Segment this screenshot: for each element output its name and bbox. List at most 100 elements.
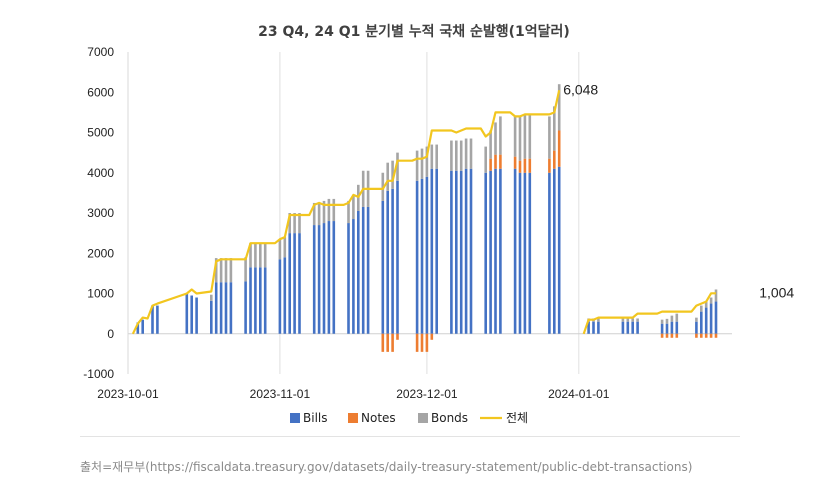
chart-title: 23 Q4, 24 Q1 분기별 누적 국채 순발행(1억달러) [258, 23, 570, 40]
bonds-bar [665, 318, 669, 324]
legend-label: Bonds [431, 411, 468, 425]
bills-bar [700, 311, 703, 334]
bonds-bar [219, 258, 223, 283]
annotation-label: 1,004 [759, 284, 794, 300]
bills-bar [435, 168, 438, 334]
notes-bar [391, 333, 394, 352]
notes-bar [675, 333, 679, 338]
bonds-bar [415, 150, 419, 181]
bills-bar [214, 282, 218, 334]
bonds-bar [484, 146, 487, 173]
bonds-bar [293, 213, 296, 234]
notes-bar [489, 158, 492, 171]
chart-frame: 23 Q4, 24 Q1 분기별 누적 국채 순발행(1억달러) 7000 600… [83, 23, 794, 425]
chart: 23 Q4, 24 Q1 분기별 누적 국채 순발행(1억달러) 7000 600… [83, 23, 794, 425]
bills-bar [352, 219, 355, 334]
bills-bar [469, 168, 473, 334]
y-tick-label: 4000 [87, 166, 114, 180]
bonds-bar [597, 318, 600, 322]
bills-bar [415, 180, 419, 334]
bonds-bar [214, 258, 218, 283]
bills-bar [298, 233, 301, 334]
bonds-bar [396, 152, 399, 181]
bonds-bar [704, 301, 708, 308]
bills-bar [513, 168, 517, 334]
bonds-bar [557, 84, 561, 131]
legend-label: Notes [361, 411, 396, 425]
bonds-bar [499, 116, 502, 155]
x-tick-label: 2023-11-01 [250, 387, 311, 401]
bonds-bar [513, 116, 517, 157]
bills-bar [361, 206, 365, 334]
legend: Bills Notes Bonds 전체 [290, 411, 528, 425]
bills-bar [450, 170, 453, 334]
bills-bar [484, 172, 487, 334]
legend-swatch-notes [348, 413, 358, 423]
bills-bar [553, 168, 556, 334]
notes-bar [553, 150, 556, 169]
notes-bar [714, 333, 718, 338]
x-tick-label: 2023-10-01 [97, 387, 159, 401]
x-ticks: 2023-10-01 2023-11-01 2023-12-01 2024-01-01 [97, 387, 610, 401]
bonds-bar [489, 130, 492, 159]
bills-bar [219, 282, 223, 334]
bonds-bar [263, 243, 267, 268]
bills-bar [587, 321, 590, 334]
notes-bar [709, 333, 713, 338]
y-ticks: 7000 6000 5000 4000 3000 2000 1000 0 -1000 [83, 45, 114, 381]
bonds-bar [327, 198, 331, 222]
bonds-bar [469, 138, 473, 169]
bills-bar [709, 303, 713, 334]
notes-bar [513, 156, 517, 169]
notes-bar [518, 160, 522, 173]
bills-bar [548, 172, 551, 334]
total-line-segment-2 [582, 292, 716, 335]
bills-bar [259, 267, 262, 334]
bonds-bar [670, 315, 674, 322]
bills-bar [597, 321, 600, 334]
x-tick-label: 2023-12-01 [396, 387, 458, 401]
bonds-bar [425, 146, 429, 177]
legend-swatch-bills [290, 413, 300, 423]
bills-bar [332, 221, 336, 334]
bills-bar [293, 233, 296, 334]
bonds-bar [621, 318, 625, 322]
bills-bar [244, 281, 247, 334]
notes-bar [415, 333, 419, 352]
bonds-bar [464, 138, 468, 169]
notes-bar [557, 130, 561, 167]
bonds-bar [631, 318, 634, 322]
bonds-bar [518, 116, 522, 161]
bonds-bar [636, 318, 639, 322]
bills-bar [494, 168, 497, 334]
bonds-bar [391, 160, 394, 189]
notes-bar [700, 333, 703, 338]
source-note: 출처=재무부(https://fiscaldata.treasury.gov/d… [80, 460, 693, 474]
bonds-bar [352, 194, 355, 220]
x-tick-label: 2024-01-01 [548, 387, 610, 401]
bonds-bar [244, 257, 247, 282]
bills-bar [391, 188, 394, 334]
bills-bar [327, 221, 331, 334]
bills-bar [621, 321, 625, 334]
bills-bar [229, 282, 233, 334]
notes-bar [386, 333, 389, 352]
bills-bar [322, 223, 326, 334]
bonds-bar [347, 200, 350, 224]
bills-bar [464, 168, 468, 334]
bills-bar [704, 307, 708, 334]
legend-label: 전체 [506, 411, 528, 425]
bills-bar [156, 305, 159, 334]
annotations: 6,048 1,004 [563, 81, 794, 300]
bills-bar [283, 257, 287, 334]
bonds-bar [459, 140, 463, 171]
bills-bar [366, 206, 370, 334]
notes-bar [704, 333, 708, 338]
notes-bar [381, 333, 385, 352]
bills-bar [396, 180, 399, 334]
bonds-bar [259, 243, 262, 268]
bonds-bar [322, 200, 326, 224]
bills-bar [185, 293, 189, 334]
bonds-bar [283, 237, 287, 258]
notes-bar [695, 333, 698, 338]
